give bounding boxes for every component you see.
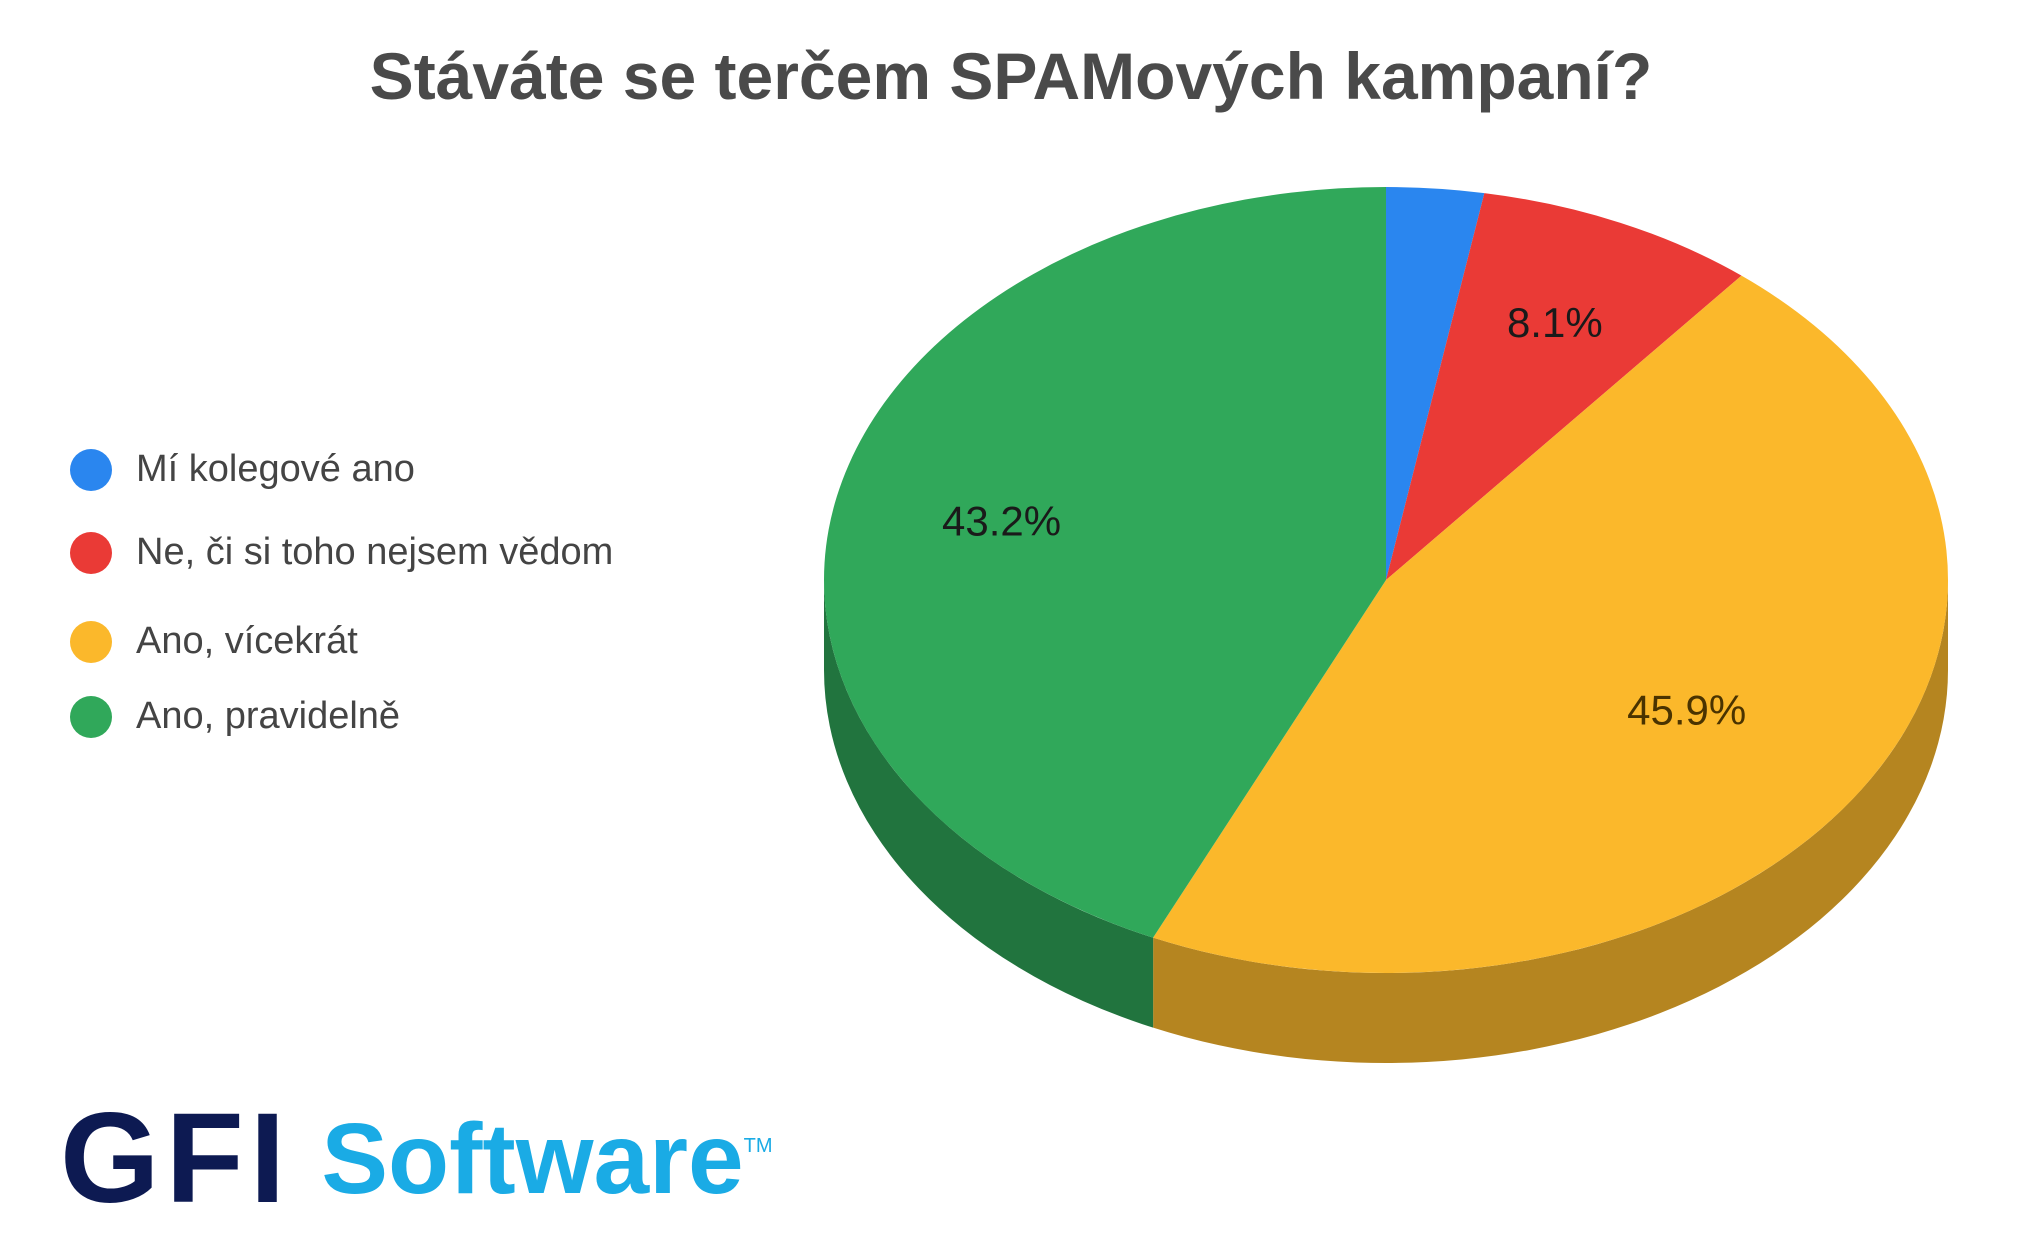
pie-slice-3 xyxy=(824,187,1386,938)
legend-label: Ne, či si toho nejsem vědom xyxy=(136,531,614,573)
legend-item: Ne, či si toho nejsem vědom xyxy=(70,531,613,574)
pie-slice-0 xyxy=(1386,187,1485,580)
logo-text: Software xyxy=(321,1103,744,1215)
legend-swatch-icon xyxy=(70,531,112,574)
legend-swatch-icon xyxy=(70,695,112,738)
legend-label: Ano, vícekrát xyxy=(136,620,358,662)
chart-title: Stáváte se terčem SPAMových kampaní? xyxy=(369,39,1653,113)
pie-side-2 xyxy=(1153,580,1948,1063)
pie-slice-2 xyxy=(1153,275,1948,973)
data-label-1: 8.1% xyxy=(1507,299,1603,346)
legend-label: Ano, pravidelně xyxy=(136,695,401,737)
legend-swatch-icon xyxy=(70,448,112,491)
data-label-3: 43.2% xyxy=(942,498,1061,545)
logo-mark: GFI xyxy=(60,1087,292,1230)
legend-item: Ano, vícekrát xyxy=(70,620,358,663)
legend-item: Mí kolegové ano xyxy=(70,448,415,491)
legend-item: Ano, pravidelně xyxy=(70,695,400,738)
pie-slice-1 xyxy=(1386,193,1742,580)
legend-swatch-icon xyxy=(70,620,112,663)
gfi-software-logo: GFI Software TM xyxy=(60,1095,773,1223)
logo-tm: TM xyxy=(743,1135,773,1157)
data-label-2: 45.9% xyxy=(1627,687,1746,734)
pie-side-3 xyxy=(824,580,1154,1028)
legend-label: Mí kolegové ano xyxy=(136,448,415,490)
